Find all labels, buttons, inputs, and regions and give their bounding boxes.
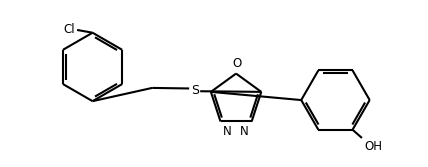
Text: N: N xyxy=(240,125,249,138)
Text: OH: OH xyxy=(365,140,383,153)
Text: S: S xyxy=(191,84,199,97)
Text: Cl: Cl xyxy=(63,23,75,36)
Text: N: N xyxy=(223,125,232,138)
Text: O: O xyxy=(232,57,241,70)
